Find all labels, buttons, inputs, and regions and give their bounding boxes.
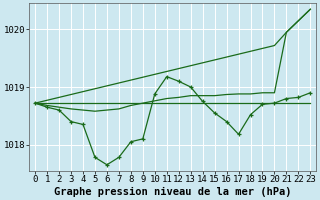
X-axis label: Graphe pression niveau de la mer (hPa): Graphe pression niveau de la mer (hPa) [54,186,292,197]
